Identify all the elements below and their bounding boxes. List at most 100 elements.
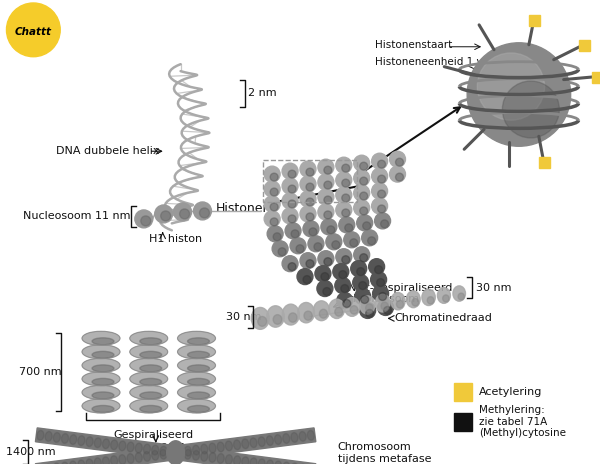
- Circle shape: [306, 168, 314, 176]
- Circle shape: [355, 288, 371, 304]
- Circle shape: [300, 253, 316, 269]
- Circle shape: [477, 53, 545, 120]
- Circle shape: [141, 216, 150, 226]
- Ellipse shape: [250, 438, 257, 447]
- Ellipse shape: [82, 358, 120, 372]
- Circle shape: [306, 260, 314, 267]
- Ellipse shape: [82, 399, 120, 413]
- Text: Niet-gespiraliseerd
chromosoom: Niet-gespiraliseerd chromosoom: [348, 283, 453, 304]
- Circle shape: [288, 200, 296, 208]
- Ellipse shape: [209, 452, 216, 462]
- Ellipse shape: [201, 444, 208, 454]
- Ellipse shape: [320, 309, 327, 318]
- Ellipse shape: [82, 385, 120, 399]
- Ellipse shape: [308, 431, 314, 440]
- Circle shape: [318, 174, 334, 190]
- Circle shape: [341, 285, 349, 293]
- Circle shape: [282, 178, 298, 194]
- Circle shape: [354, 170, 370, 186]
- Ellipse shape: [242, 439, 249, 449]
- Ellipse shape: [130, 385, 168, 399]
- Circle shape: [368, 237, 376, 245]
- Circle shape: [365, 309, 374, 317]
- Circle shape: [344, 232, 360, 248]
- Text: 30 nm: 30 nm: [476, 282, 512, 293]
- Ellipse shape: [381, 302, 388, 310]
- Circle shape: [290, 238, 306, 254]
- Text: 1400 nm: 1400 nm: [7, 447, 56, 457]
- Circle shape: [135, 210, 153, 228]
- Bar: [539, 157, 550, 168]
- Ellipse shape: [422, 289, 435, 306]
- Ellipse shape: [193, 445, 200, 455]
- Circle shape: [357, 267, 365, 275]
- Circle shape: [270, 188, 278, 196]
- Circle shape: [308, 236, 324, 252]
- Circle shape: [173, 203, 191, 221]
- Ellipse shape: [176, 447, 183, 457]
- Ellipse shape: [308, 465, 314, 466]
- Circle shape: [339, 217, 355, 233]
- Circle shape: [291, 230, 299, 238]
- Circle shape: [353, 274, 368, 290]
- Ellipse shape: [86, 437, 93, 446]
- Circle shape: [374, 213, 391, 229]
- Ellipse shape: [427, 297, 434, 304]
- Ellipse shape: [242, 457, 249, 466]
- Circle shape: [373, 286, 388, 302]
- Circle shape: [297, 269, 313, 285]
- Ellipse shape: [152, 445, 159, 455]
- Ellipse shape: [335, 308, 343, 316]
- Bar: [529, 15, 540, 26]
- Circle shape: [345, 224, 353, 232]
- Ellipse shape: [70, 435, 76, 445]
- Bar: [592, 72, 602, 82]
- Circle shape: [323, 288, 331, 295]
- Ellipse shape: [37, 431, 44, 440]
- Text: 700 nm: 700 nm: [19, 367, 62, 377]
- Circle shape: [314, 243, 322, 251]
- Circle shape: [361, 295, 368, 303]
- Ellipse shape: [92, 405, 114, 412]
- Circle shape: [342, 179, 350, 187]
- Ellipse shape: [45, 432, 52, 441]
- Ellipse shape: [360, 296, 375, 314]
- Circle shape: [336, 172, 352, 188]
- Polygon shape: [36, 446, 176, 466]
- Text: Chromatinedraad: Chromatinedraad: [394, 314, 492, 323]
- Circle shape: [288, 170, 296, 178]
- Ellipse shape: [70, 461, 76, 466]
- Ellipse shape: [78, 460, 85, 466]
- Text: Histoneneenheid 1 van 8: Histoneneenheid 1 van 8: [374, 57, 505, 67]
- Circle shape: [342, 164, 350, 172]
- Text: H1 histon: H1 histon: [149, 234, 202, 244]
- Circle shape: [306, 183, 314, 191]
- Circle shape: [396, 173, 403, 181]
- Ellipse shape: [37, 465, 44, 466]
- Ellipse shape: [102, 457, 110, 466]
- Ellipse shape: [54, 463, 60, 466]
- Circle shape: [335, 278, 351, 294]
- Ellipse shape: [258, 459, 265, 466]
- Circle shape: [342, 194, 350, 202]
- Circle shape: [389, 151, 406, 167]
- Circle shape: [324, 181, 332, 189]
- Ellipse shape: [178, 399, 216, 413]
- Circle shape: [272, 241, 288, 257]
- Ellipse shape: [61, 462, 69, 466]
- Circle shape: [354, 155, 370, 171]
- Circle shape: [332, 241, 340, 249]
- Ellipse shape: [458, 293, 464, 300]
- Ellipse shape: [442, 295, 449, 302]
- Circle shape: [377, 160, 385, 168]
- Polygon shape: [36, 428, 176, 459]
- Ellipse shape: [291, 432, 298, 442]
- Circle shape: [278, 248, 286, 256]
- Circle shape: [336, 157, 352, 173]
- Ellipse shape: [143, 452, 150, 461]
- Circle shape: [324, 258, 332, 266]
- Ellipse shape: [299, 464, 306, 466]
- Ellipse shape: [111, 456, 117, 466]
- Circle shape: [357, 215, 373, 231]
- Ellipse shape: [291, 463, 298, 466]
